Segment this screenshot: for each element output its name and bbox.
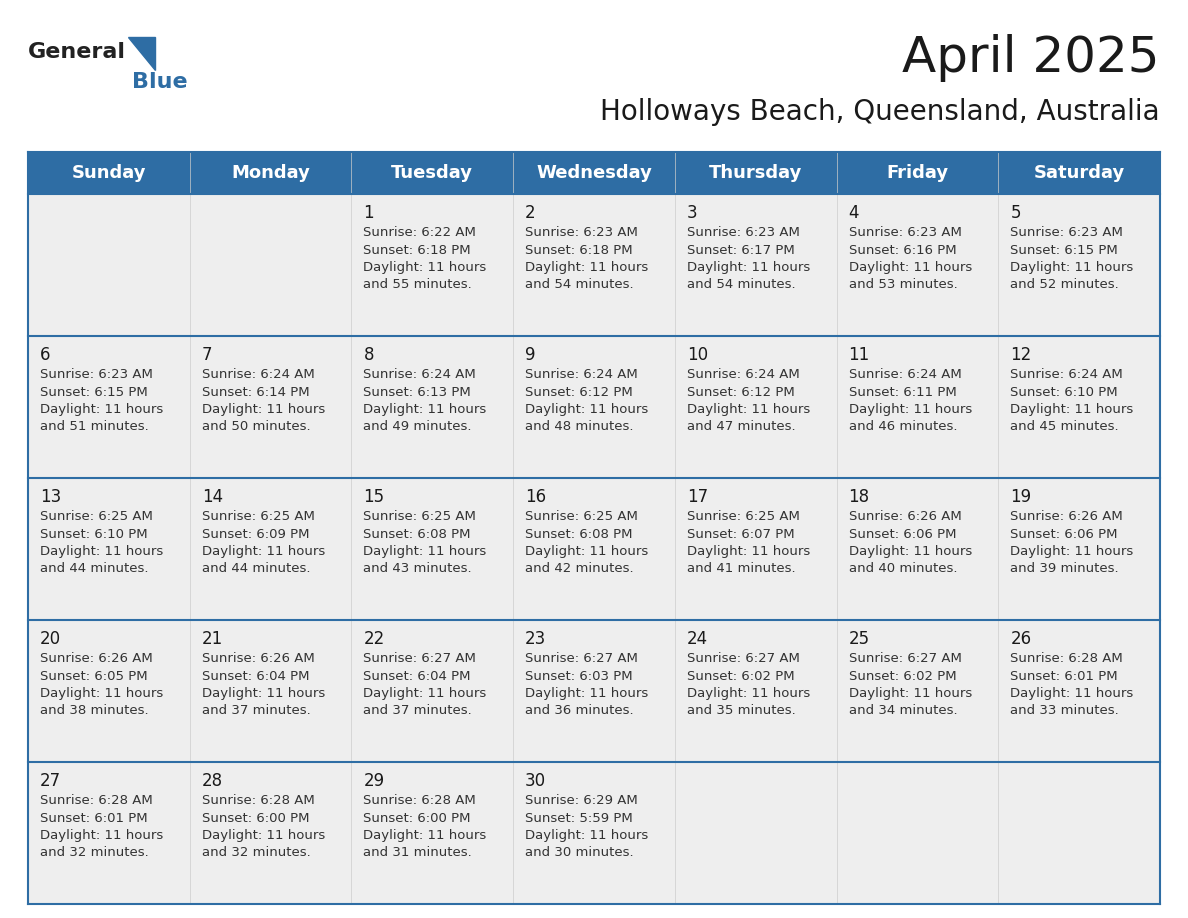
Text: Sunrise: 6:22 AM
Sunset: 6:18 PM
Daylight: 11 hours
and 55 minutes.: Sunrise: 6:22 AM Sunset: 6:18 PM Dayligh… xyxy=(364,226,487,292)
Text: Sunrise: 6:27 AM
Sunset: 6:03 PM
Daylight: 11 hours
and 36 minutes.: Sunrise: 6:27 AM Sunset: 6:03 PM Dayligh… xyxy=(525,652,649,718)
Bar xyxy=(29,478,1159,620)
Text: Sunrise: 6:24 AM
Sunset: 6:12 PM
Daylight: 11 hours
and 48 minutes.: Sunrise: 6:24 AM Sunset: 6:12 PM Dayligh… xyxy=(525,368,649,433)
Text: 15: 15 xyxy=(364,488,385,506)
Text: Sunrise: 6:28 AM
Sunset: 6:01 PM
Daylight: 11 hours
and 32 minutes.: Sunrise: 6:28 AM Sunset: 6:01 PM Dayligh… xyxy=(40,794,163,859)
Text: Sunrise: 6:24 AM
Sunset: 6:12 PM
Daylight: 11 hours
and 47 minutes.: Sunrise: 6:24 AM Sunset: 6:12 PM Dayligh… xyxy=(687,368,810,433)
Text: 24: 24 xyxy=(687,630,708,648)
Text: Holloways Beach, Queensland, Australia: Holloways Beach, Queensland, Australia xyxy=(600,98,1159,126)
Text: 17: 17 xyxy=(687,488,708,506)
Text: 16: 16 xyxy=(525,488,546,506)
Text: Sunrise: 6:27 AM
Sunset: 6:02 PM
Daylight: 11 hours
and 35 minutes.: Sunrise: 6:27 AM Sunset: 6:02 PM Dayligh… xyxy=(687,652,810,718)
Text: 8: 8 xyxy=(364,346,374,364)
Text: Sunrise: 6:25 AM
Sunset: 6:08 PM
Daylight: 11 hours
and 42 minutes.: Sunrise: 6:25 AM Sunset: 6:08 PM Dayligh… xyxy=(525,510,649,576)
Bar xyxy=(29,152,1159,194)
Text: Saturday: Saturday xyxy=(1034,164,1125,182)
Text: Sunrise: 6:26 AM
Sunset: 6:04 PM
Daylight: 11 hours
and 37 minutes.: Sunrise: 6:26 AM Sunset: 6:04 PM Dayligh… xyxy=(202,652,326,718)
Text: Sunrise: 6:28 AM
Sunset: 6:00 PM
Daylight: 11 hours
and 32 minutes.: Sunrise: 6:28 AM Sunset: 6:00 PM Dayligh… xyxy=(202,794,326,859)
Text: Sunrise: 6:25 AM
Sunset: 6:10 PM
Daylight: 11 hours
and 44 minutes.: Sunrise: 6:25 AM Sunset: 6:10 PM Dayligh… xyxy=(40,510,163,576)
Text: Sunrise: 6:28 AM
Sunset: 6:01 PM
Daylight: 11 hours
and 33 minutes.: Sunrise: 6:28 AM Sunset: 6:01 PM Dayligh… xyxy=(1010,652,1133,718)
Text: 30: 30 xyxy=(525,772,546,790)
Text: 12: 12 xyxy=(1010,346,1031,364)
Bar xyxy=(29,620,1159,762)
Text: Sunrise: 6:29 AM
Sunset: 5:59 PM
Daylight: 11 hours
and 30 minutes.: Sunrise: 6:29 AM Sunset: 5:59 PM Dayligh… xyxy=(525,794,649,859)
Text: 21: 21 xyxy=(202,630,223,648)
Text: Sunrise: 6:24 AM
Sunset: 6:14 PM
Daylight: 11 hours
and 50 minutes.: Sunrise: 6:24 AM Sunset: 6:14 PM Dayligh… xyxy=(202,368,326,433)
Text: Sunrise: 6:24 AM
Sunset: 6:10 PM
Daylight: 11 hours
and 45 minutes.: Sunrise: 6:24 AM Sunset: 6:10 PM Dayligh… xyxy=(1010,368,1133,433)
Text: 29: 29 xyxy=(364,772,385,790)
Text: 6: 6 xyxy=(40,346,51,364)
Text: Thursday: Thursday xyxy=(709,164,802,182)
Text: Sunrise: 6:25 AM
Sunset: 6:07 PM
Daylight: 11 hours
and 41 minutes.: Sunrise: 6:25 AM Sunset: 6:07 PM Dayligh… xyxy=(687,510,810,576)
Polygon shape xyxy=(128,37,154,70)
Text: Sunrise: 6:24 AM
Sunset: 6:13 PM
Daylight: 11 hours
and 49 minutes.: Sunrise: 6:24 AM Sunset: 6:13 PM Dayligh… xyxy=(364,368,487,433)
Text: Sunrise: 6:23 AM
Sunset: 6:15 PM
Daylight: 11 hours
and 51 minutes.: Sunrise: 6:23 AM Sunset: 6:15 PM Dayligh… xyxy=(40,368,163,433)
Text: 23: 23 xyxy=(525,630,546,648)
Text: 5: 5 xyxy=(1010,204,1020,222)
Text: 3: 3 xyxy=(687,204,697,222)
Text: Friday: Friday xyxy=(886,164,948,182)
Text: Sunday: Sunday xyxy=(71,164,146,182)
Bar xyxy=(29,762,1159,904)
Text: 2: 2 xyxy=(525,204,536,222)
Text: Sunrise: 6:23 AM
Sunset: 6:15 PM
Daylight: 11 hours
and 52 minutes.: Sunrise: 6:23 AM Sunset: 6:15 PM Dayligh… xyxy=(1010,226,1133,292)
Text: 22: 22 xyxy=(364,630,385,648)
Text: Wednesday: Wednesday xyxy=(536,164,652,182)
Text: 19: 19 xyxy=(1010,488,1031,506)
Text: Sunrise: 6:23 AM
Sunset: 6:18 PM
Daylight: 11 hours
and 54 minutes.: Sunrise: 6:23 AM Sunset: 6:18 PM Dayligh… xyxy=(525,226,649,292)
Text: 11: 11 xyxy=(848,346,870,364)
Text: 26: 26 xyxy=(1010,630,1031,648)
Text: Sunrise: 6:25 AM
Sunset: 6:09 PM
Daylight: 11 hours
and 44 minutes.: Sunrise: 6:25 AM Sunset: 6:09 PM Dayligh… xyxy=(202,510,326,576)
Text: Sunrise: 6:28 AM
Sunset: 6:00 PM
Daylight: 11 hours
and 31 minutes.: Sunrise: 6:28 AM Sunset: 6:00 PM Dayligh… xyxy=(364,794,487,859)
Text: 20: 20 xyxy=(40,630,61,648)
Text: 7: 7 xyxy=(202,346,213,364)
Text: Sunrise: 6:26 AM
Sunset: 6:06 PM
Daylight: 11 hours
and 40 minutes.: Sunrise: 6:26 AM Sunset: 6:06 PM Dayligh… xyxy=(848,510,972,576)
Text: 10: 10 xyxy=(687,346,708,364)
Text: April 2025: April 2025 xyxy=(903,34,1159,82)
Text: 14: 14 xyxy=(202,488,223,506)
Text: General: General xyxy=(29,42,126,62)
Text: 9: 9 xyxy=(525,346,536,364)
Bar xyxy=(29,194,1159,336)
Text: Sunrise: 6:27 AM
Sunset: 6:04 PM
Daylight: 11 hours
and 37 minutes.: Sunrise: 6:27 AM Sunset: 6:04 PM Dayligh… xyxy=(364,652,487,718)
Text: Sunrise: 6:26 AM
Sunset: 6:06 PM
Daylight: 11 hours
and 39 minutes.: Sunrise: 6:26 AM Sunset: 6:06 PM Dayligh… xyxy=(1010,510,1133,576)
Text: Tuesday: Tuesday xyxy=(391,164,473,182)
Bar xyxy=(29,336,1159,478)
Text: Sunrise: 6:26 AM
Sunset: 6:05 PM
Daylight: 11 hours
and 38 minutes.: Sunrise: 6:26 AM Sunset: 6:05 PM Dayligh… xyxy=(40,652,163,718)
Text: Sunrise: 6:25 AM
Sunset: 6:08 PM
Daylight: 11 hours
and 43 minutes.: Sunrise: 6:25 AM Sunset: 6:08 PM Dayligh… xyxy=(364,510,487,576)
Text: Sunrise: 6:23 AM
Sunset: 6:17 PM
Daylight: 11 hours
and 54 minutes.: Sunrise: 6:23 AM Sunset: 6:17 PM Dayligh… xyxy=(687,226,810,292)
Text: 13: 13 xyxy=(40,488,62,506)
Text: Blue: Blue xyxy=(132,72,188,92)
Text: Sunrise: 6:27 AM
Sunset: 6:02 PM
Daylight: 11 hours
and 34 minutes.: Sunrise: 6:27 AM Sunset: 6:02 PM Dayligh… xyxy=(848,652,972,718)
Text: Sunrise: 6:24 AM
Sunset: 6:11 PM
Daylight: 11 hours
and 46 minutes.: Sunrise: 6:24 AM Sunset: 6:11 PM Dayligh… xyxy=(848,368,972,433)
Text: 27: 27 xyxy=(40,772,61,790)
Text: 1: 1 xyxy=(364,204,374,222)
Text: Monday: Monday xyxy=(232,164,310,182)
Text: 28: 28 xyxy=(202,772,223,790)
Text: 4: 4 xyxy=(848,204,859,222)
Text: Sunrise: 6:23 AM
Sunset: 6:16 PM
Daylight: 11 hours
and 53 minutes.: Sunrise: 6:23 AM Sunset: 6:16 PM Dayligh… xyxy=(848,226,972,292)
Text: 25: 25 xyxy=(848,630,870,648)
Text: 18: 18 xyxy=(848,488,870,506)
